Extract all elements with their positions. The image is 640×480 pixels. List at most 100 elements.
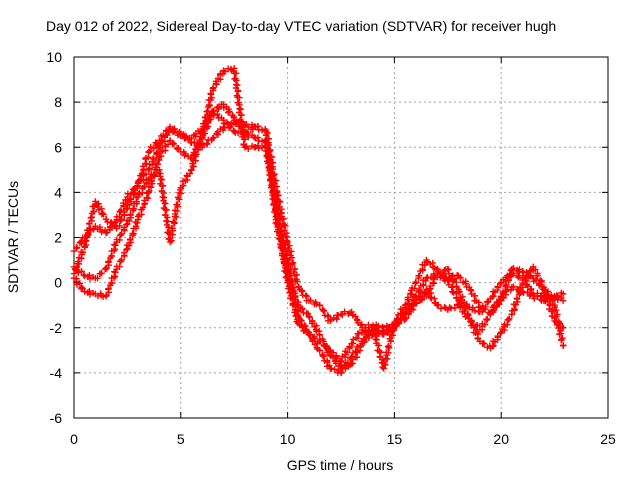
data-point [360,337,368,345]
data-point [519,268,526,275]
data-point [308,320,316,327]
data-point [443,274,450,281]
data-point [220,120,228,127]
data-point [98,228,105,236]
data-point [169,225,176,232]
data-point [230,113,237,121]
data-point [504,274,512,281]
x-tick-label: 10 [280,431,296,447]
data-point [316,331,323,339]
data-point [290,287,298,295]
data-point [313,300,320,308]
data-point [503,281,510,289]
data-point [227,123,234,130]
data-point [346,343,353,351]
data-point [559,342,567,349]
data-point [291,309,298,316]
data-point [208,94,215,102]
data-point [467,318,474,325]
data-point [144,194,152,202]
data-point [94,203,102,211]
data-point [151,172,158,179]
data-point [171,127,178,135]
data-point [285,278,293,285]
data-point [159,193,166,201]
data-point [559,290,567,298]
data-point [277,240,284,248]
x-tick-label: 0 [70,431,78,447]
data-point [204,141,211,148]
data-point [326,348,333,355]
data-point [385,327,392,335]
data-point [264,160,272,167]
data-point [123,205,130,213]
data-point [157,175,165,183]
data-point [202,114,209,121]
data-point [554,320,561,327]
data-point [480,340,488,347]
data-point [163,206,170,214]
x-tick-label: 15 [387,431,403,447]
data-point [418,296,426,304]
data-point [331,366,338,373]
data-point [316,302,324,309]
data-point [299,305,306,312]
data-point [74,258,82,265]
data-point [292,306,299,313]
data-point [207,91,215,98]
data-point [385,349,392,356]
data-point [125,217,133,225]
data-point [156,173,164,180]
y-tick-label: 8 [54,94,62,110]
data-point [559,297,567,304]
data-point [270,188,278,196]
x-tick-label: 25 [600,431,616,447]
data-point [357,343,364,350]
data-point [306,313,313,321]
data-point [403,308,410,315]
data-point [226,108,233,115]
data-point [471,307,479,315]
data-point [462,305,469,313]
y-tick-label: 4 [54,184,62,200]
data-point [298,287,305,294]
data-point [380,365,387,372]
data-point [326,362,333,369]
data-point [532,266,539,273]
data-point [289,301,297,309]
data-point [116,231,124,239]
data-point [258,138,266,145]
data-point [412,292,420,300]
data-point [127,236,134,244]
data-point [268,183,276,190]
x-axis-label: GPS time / hours [286,457,394,473]
data-point [309,338,316,345]
data-point [105,286,112,293]
data-point [85,226,93,233]
data-point [423,274,430,282]
data-point [76,280,84,287]
data-point [153,140,161,147]
data-point [299,323,306,330]
data-point [282,222,289,230]
data-point [238,124,245,131]
data-point [449,277,456,284]
data-point [368,330,376,337]
data-point [120,199,127,207]
data-point [79,249,87,256]
data-point [288,254,296,261]
series-track-4 [70,101,567,372]
data-point [87,214,94,222]
data-point [118,230,125,238]
data-point [210,107,218,115]
data-point [553,292,560,299]
data-point [75,269,82,276]
data-point [108,223,116,231]
data-point [125,242,133,249]
data-point [330,314,338,322]
data-point [190,163,197,170]
data-point [170,219,178,226]
data-point [73,281,81,288]
data-point [516,289,523,296]
data-point [402,301,410,308]
